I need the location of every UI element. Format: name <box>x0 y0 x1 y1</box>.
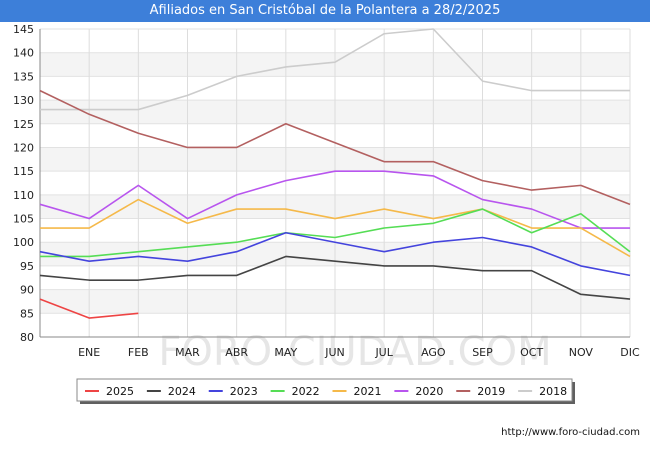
x-tick-label: ENE <box>78 346 100 359</box>
x-tick-label: FEB <box>128 346 149 359</box>
y-tick-label: 140 <box>13 47 34 60</box>
x-tick-label: JUL <box>374 346 393 359</box>
legend-box <box>76 378 573 402</box>
y-tick-label: 80 <box>20 331 34 344</box>
series-line-2018 <box>40 28 630 111</box>
legend: 2025 2024 2023 2022 2021 2020 2019 2018 <box>76 378 575 404</box>
y-tick-label: 90 <box>20 284 34 297</box>
x-tick-label: MAR <box>175 346 200 359</box>
series-lines <box>39 28 631 319</box>
y-tick-label: 105 <box>13 213 34 226</box>
legend-label-2022: 2022 <box>292 385 320 398</box>
x-tick-label: DIC <box>620 346 640 359</box>
legend-label-2025: 2025 <box>106 385 134 398</box>
series-line-2022 <box>40 208 631 258</box>
y-tick-label: 120 <box>13 141 34 154</box>
y-tick-label: 135 <box>13 70 34 83</box>
series-line-2023 <box>39 231 631 277</box>
chart-title: Afiliados en San Cristóbal de la Polante… <box>0 0 650 22</box>
y-tick-label: 145 <box>13 23 34 36</box>
series-line-2025 <box>39 298 139 319</box>
legend-label-2021: 2021 <box>354 385 382 398</box>
y-tick-label: 115 <box>13 165 34 178</box>
footer-url[interactable]: http://www.foro-ciudad.com <box>501 427 640 438</box>
x-tick-label: MAY <box>274 346 297 359</box>
legend-label-2018: 2018 <box>539 385 567 398</box>
legend-label-2024: 2024 <box>168 385 196 398</box>
y-tick-label: 110 <box>13 189 34 202</box>
y-tick-label: 85 <box>20 307 34 320</box>
x-tick-label: OCT <box>520 346 543 359</box>
series-line-2021 <box>40 198 631 258</box>
y-tick-label: 95 <box>20 260 34 273</box>
legend-label-2020: 2020 <box>415 385 443 398</box>
y-tick-label: 130 <box>13 94 34 107</box>
x-tick-label: NOV <box>569 346 594 359</box>
y-tick-label: 125 <box>13 118 34 131</box>
series-line-2020 <box>39 170 630 229</box>
series-line-2024 <box>39 255 631 300</box>
x-tick-label: SEP <box>472 346 493 359</box>
x-tick-label: AGO <box>421 346 446 359</box>
y-tick-label: 100 <box>13 236 34 249</box>
x-tick-label: ABR <box>225 346 248 359</box>
x-tick-label: JUN <box>324 346 345 359</box>
legend-label-2023: 2023 <box>230 385 258 398</box>
series-line-2019 <box>39 89 631 206</box>
legend-label-2019: 2019 <box>477 385 505 398</box>
